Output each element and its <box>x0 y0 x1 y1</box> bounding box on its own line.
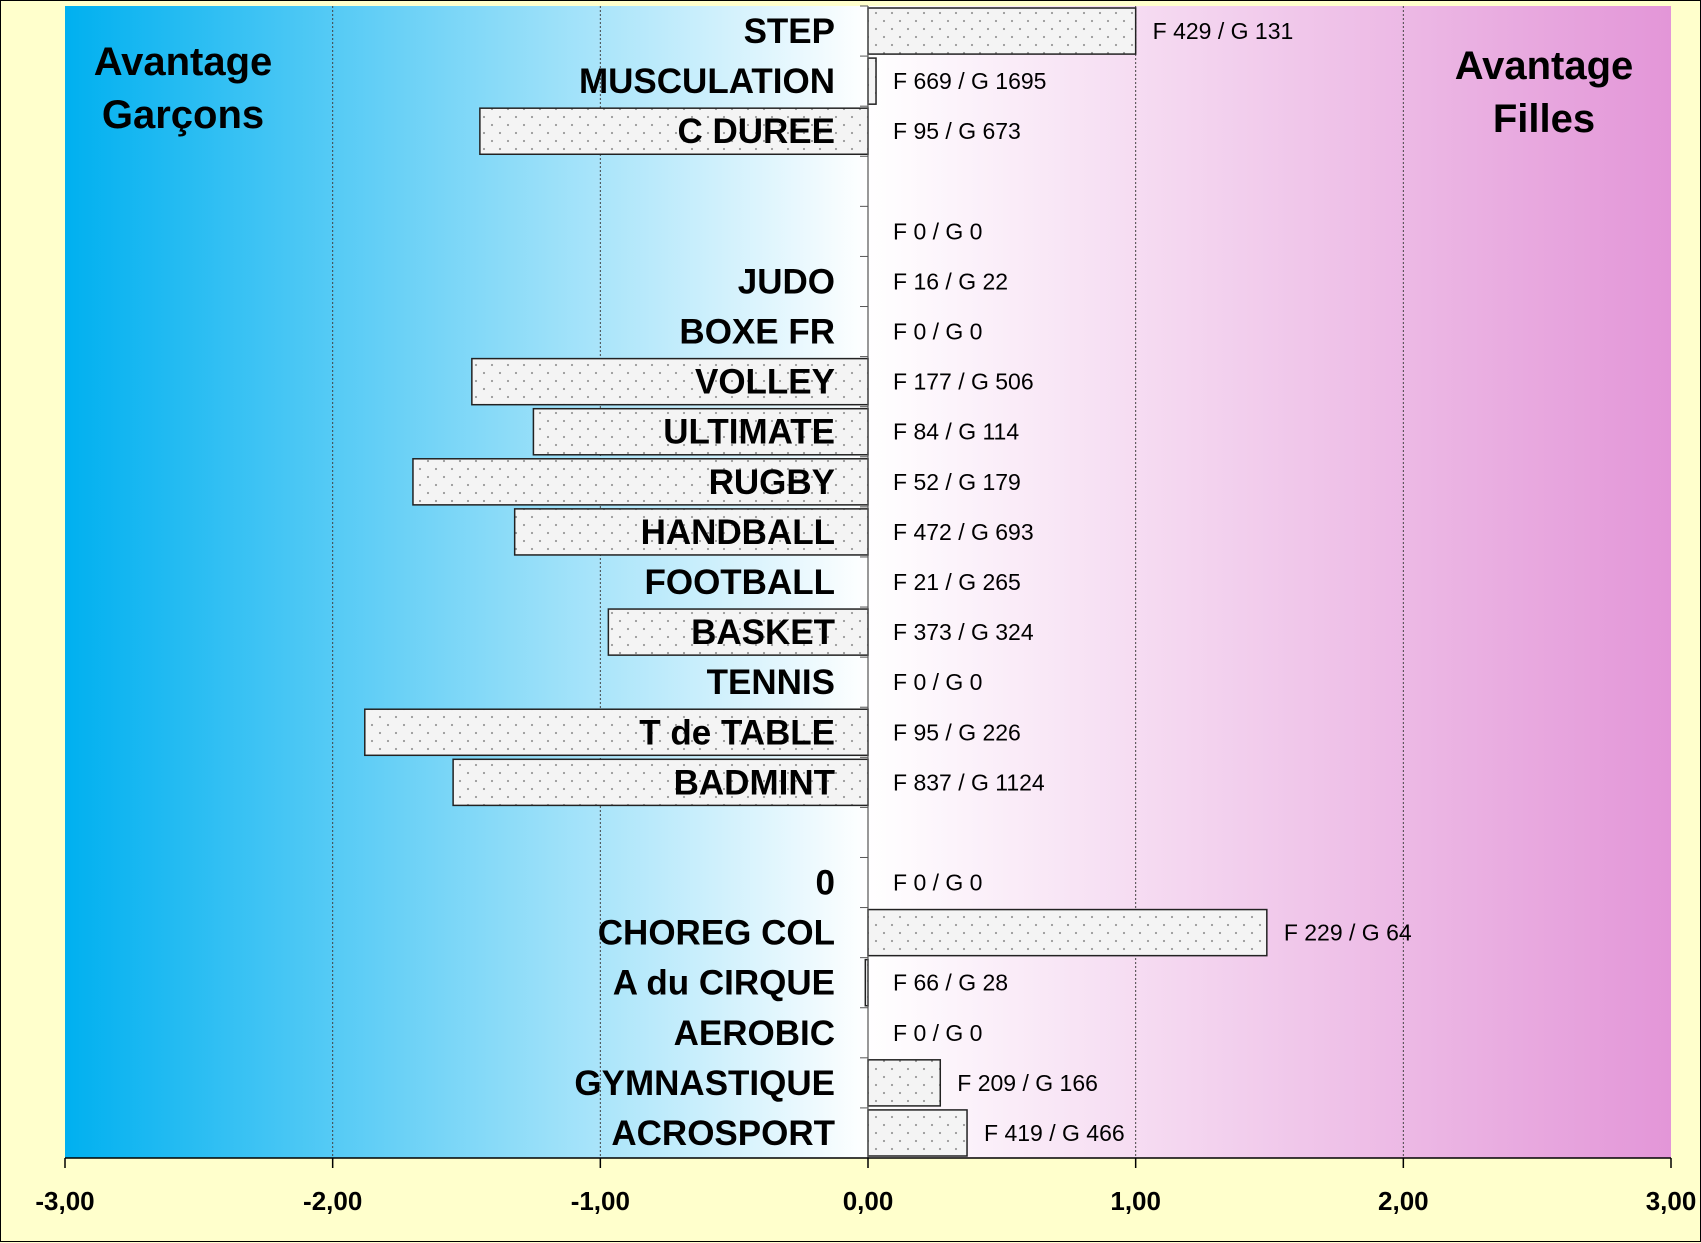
category-label: BOXE FR <box>679 313 835 352</box>
bars <box>364 7 1268 1157</box>
data-label: F 373 / G 324 <box>893 619 1034 645</box>
data-label: F 84 / G 114 <box>893 419 1019 445</box>
category-label: VOLLEY <box>695 363 835 402</box>
bar <box>364 708 869 757</box>
bar <box>867 7 1137 55</box>
bar <box>532 407 869 456</box>
bar <box>412 458 869 506</box>
category-label: RUGBY <box>709 463 835 502</box>
category-label: ULTIMATE <box>663 413 835 452</box>
bar <box>471 357 869 406</box>
data-labels: F 429 / G 131 F 669 / G 1695 F 95 / G 673 F… <box>893 18 1412 1146</box>
x-tick-label: 1,00 <box>1110 1186 1161 1216</box>
category-label: CHOREG COL <box>598 914 835 953</box>
gridlines <box>332 6 1404 1158</box>
category-label: AEROBIC <box>674 1014 835 1053</box>
bar <box>867 57 877 105</box>
data-label: F 52 / G 179 <box>893 469 1021 495</box>
category-label: JUDO <box>738 262 835 301</box>
data-label: F 429 / G 131 <box>1153 18 1294 44</box>
right-side-label: Avantage <box>1455 44 1634 88</box>
category-label: T de TABLE <box>639 713 835 752</box>
data-label: F 669 / G 1695 <box>893 68 1046 94</box>
x-tick-label: 3,00 <box>1646 1186 1697 1216</box>
category-label: TENNIS <box>707 663 835 702</box>
data-label: F 419 / G 466 <box>984 1120 1125 1146</box>
data-label: F 209 / G 166 <box>957 1070 1098 1096</box>
bar <box>867 1059 942 1107</box>
bar <box>513 508 869 556</box>
data-label: F 0 / G 0 <box>893 870 982 896</box>
category-label: GYMNASTIQUE <box>574 1064 835 1103</box>
category-label: HANDBALL <box>641 513 835 552</box>
x-tick-label: -1,00 <box>571 1186 630 1216</box>
category-label: STEP <box>744 12 835 51</box>
x-tick-label: -3,00 <box>35 1186 94 1216</box>
category-label: C DUREE <box>677 112 835 151</box>
data-label: F 177 / G 506 <box>893 369 1034 395</box>
right-side-label: Filles <box>1493 97 1595 141</box>
data-label: F 0 / G 0 <box>893 1020 982 1046</box>
left-side-label: Garçons <box>102 93 264 137</box>
category-label: MUSCULATION <box>579 62 835 101</box>
bar <box>867 1109 968 1157</box>
category-label: A du CIRQUE <box>613 964 835 1003</box>
data-label: F 95 / G 673 <box>893 118 1021 144</box>
category-label: 0 <box>816 864 835 903</box>
category-label: BASKET <box>691 613 835 652</box>
data-label: F 472 / G 693 <box>893 519 1034 545</box>
data-label: F 229 / G 64 <box>1284 920 1412 946</box>
side-labels: Avantage Garçons Avantage Filles <box>94 40 1634 141</box>
data-label: F 66 / G 28 <box>893 970 1008 996</box>
category-labels: STEP MUSCULATION C DUREE JUDO BOXE FR VOLLEY U… <box>574 12 835 1153</box>
data-label: F 0 / G 0 <box>893 218 982 244</box>
left-side-label: Avantage <box>94 40 273 84</box>
data-label: F 837 / G 1124 <box>893 769 1045 795</box>
data-label: F 21 / G 265 <box>893 569 1021 595</box>
x-tick-label: 2,00 <box>1378 1186 1429 1216</box>
category-label: BADMINT <box>674 763 835 802</box>
x-tick-label: 0,00 <box>843 1186 894 1216</box>
bar <box>607 608 869 656</box>
x-axis: -3,00 -2,00 -1,00 0,00 1,00 2,00 3,00 <box>35 5 1697 1216</box>
data-label: F 16 / G 22 <box>893 268 1008 294</box>
x-tick-label: -2,00 <box>303 1186 362 1216</box>
data-label: F 0 / G 0 <box>893 319 982 345</box>
data-label: F 95 / G 226 <box>893 719 1021 745</box>
category-label: ACROSPORT <box>611 1114 835 1153</box>
data-label: F 0 / G 0 <box>893 669 982 695</box>
category-label: FOOTBALL <box>644 563 835 602</box>
bar <box>867 908 1268 957</box>
